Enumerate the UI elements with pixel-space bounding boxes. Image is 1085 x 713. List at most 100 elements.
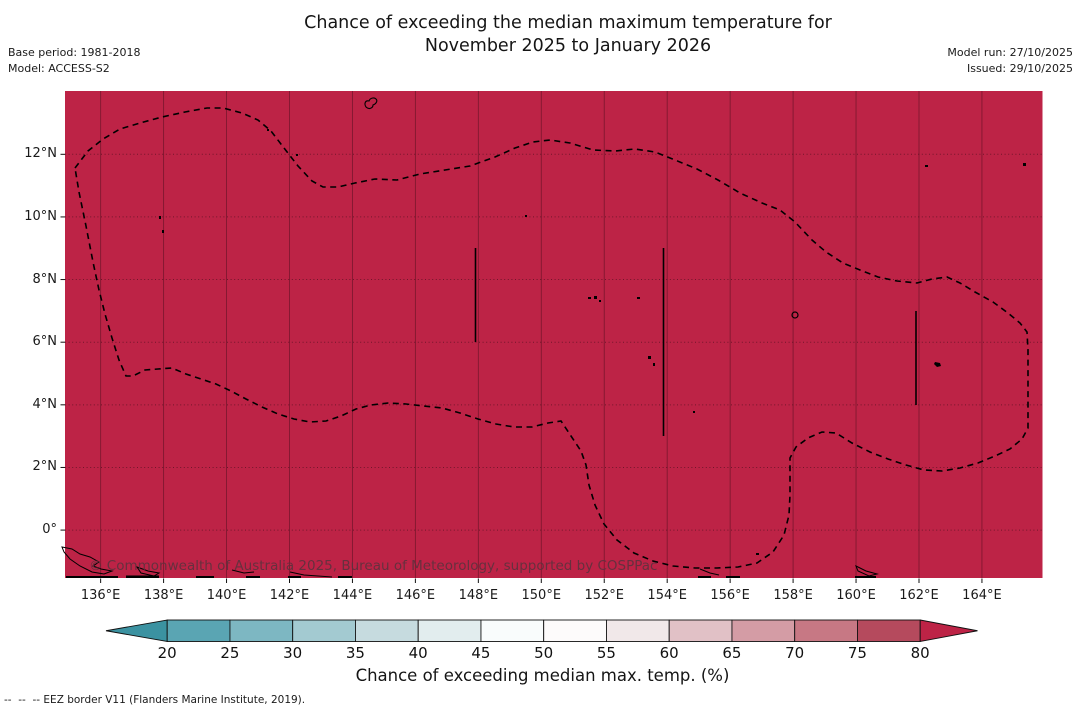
y-tick-label: 10°N xyxy=(24,208,57,224)
island-outline-pohnpei xyxy=(791,311,799,319)
x-tick-label: 142°E xyxy=(269,588,310,603)
colorbar-tick-label: 35 xyxy=(345,644,365,662)
island-mark xyxy=(756,553,759,555)
colorbar-tick-label: 45 xyxy=(471,644,491,662)
colorbar-segment xyxy=(731,619,796,642)
colorbar-segment xyxy=(292,619,356,642)
island-mark xyxy=(637,297,640,299)
colorbar-tick-label: 80 xyxy=(910,644,930,662)
coastline-edge-strip xyxy=(246,576,260,578)
y-tick-label: 4°N xyxy=(32,396,58,412)
y-tick-label: 6°N xyxy=(32,334,58,350)
island-mark xyxy=(1023,163,1026,166)
coastline-edge-strip xyxy=(726,576,740,578)
eez-footnote: -- -- -- EEZ border V11 (Flanders Marine… xyxy=(4,694,306,706)
colorbar-segment xyxy=(480,619,545,642)
island-mark xyxy=(525,215,527,217)
x-tick-label: 138°E xyxy=(143,588,184,603)
eez-border-dashed xyxy=(74,107,1029,569)
colorbar-segment xyxy=(606,619,670,642)
colorbar-tick-label: 60 xyxy=(659,644,679,662)
base-period-label: Base period: 1981-2018 xyxy=(8,46,141,59)
coastline-edge-strip xyxy=(698,576,711,578)
y-tick-label: 12°N xyxy=(24,146,57,162)
x-tick-label: 144°E xyxy=(332,588,373,603)
x-tick-label: 150°E xyxy=(521,588,562,603)
colorbar-segment xyxy=(543,619,607,642)
y-tick-label: 8°N xyxy=(32,271,58,287)
colorbar-segment xyxy=(857,619,921,642)
colorbar xyxy=(105,619,978,643)
x-tick-label: 162°E xyxy=(899,588,939,603)
issued-label: Issued: 29/10/2025 xyxy=(966,61,1073,75)
map-figure: © Commonwealth of Australia 2025, Bureau… xyxy=(60,91,1043,583)
colorbar-tick-label: 50 xyxy=(534,644,554,662)
colorbar-tick-label: 65 xyxy=(722,644,742,662)
island-outline-guam xyxy=(364,97,378,110)
coastline-edge-strip xyxy=(66,576,118,578)
x-tick-label: 160°E xyxy=(836,588,876,603)
x-tick-label: 152°E xyxy=(584,588,624,603)
island-mark xyxy=(925,165,928,167)
island-mark xyxy=(648,356,651,359)
model-label: Model: ACCESS-S2 xyxy=(8,61,110,75)
coastline-edge-strip xyxy=(855,576,876,578)
x-tick-label: 164°E xyxy=(962,588,1002,603)
title-line-1: Chance of exceeding the median maximum t… xyxy=(304,13,832,33)
colorbar-over-arrow xyxy=(919,619,978,643)
model-run-label: Model run: 27/10/2025 xyxy=(947,46,1073,59)
colorbar-caption: Chance of exceeding median max. temp. (%… xyxy=(355,666,730,685)
x-tick-label: 146°E xyxy=(395,588,436,603)
x-tick-label: 154°E xyxy=(647,588,687,603)
colorbar-segment xyxy=(355,619,419,642)
map-region xyxy=(65,91,1043,578)
colorbar-tick-label: 70 xyxy=(785,644,805,662)
map-features xyxy=(61,97,1029,578)
x-tick-label: 148°E xyxy=(458,588,499,603)
colorbar-tick-label: 55 xyxy=(596,644,616,662)
colorbar-tick-label: 25 xyxy=(220,644,240,662)
coastline-edge-strip xyxy=(338,576,352,578)
colorbar-tick-label: 20 xyxy=(157,644,177,662)
island-mark xyxy=(594,296,597,299)
colorbar-tick-label: 40 xyxy=(408,644,428,662)
colorbar-tick-label: 75 xyxy=(847,644,867,662)
x-tick-label: 140°E xyxy=(206,588,247,603)
colorbar-segment xyxy=(417,619,482,642)
y-tick-label: 2°N xyxy=(32,459,58,475)
island-mark xyxy=(267,129,269,131)
axis-tick-marks xyxy=(60,153,983,583)
x-tick-label: 136°E xyxy=(80,588,121,603)
x-tick-label: 156°E xyxy=(710,588,750,603)
island-mark xyxy=(162,230,164,233)
coastline-outline xyxy=(135,566,161,577)
coastline-outline xyxy=(289,571,333,578)
meta-left: Base period: 1981-2018 Model: ACCESS-S2 xyxy=(8,45,140,76)
x-tick-label: 158°E xyxy=(773,588,813,603)
coastline-outline xyxy=(231,569,255,574)
island-mark xyxy=(296,154,298,156)
colorbar-under-arrow xyxy=(105,619,168,643)
coastline-outline xyxy=(855,564,879,577)
colorbar-segment xyxy=(668,619,733,642)
colorbar-tick-label: 30 xyxy=(283,644,303,662)
island-mark xyxy=(653,363,655,366)
y-tick-label: 0° xyxy=(42,522,57,538)
island-mark xyxy=(588,297,591,299)
coastline-edge-strip xyxy=(126,575,159,578)
colorbar-segment xyxy=(794,619,858,642)
coastline-outline xyxy=(61,546,114,575)
island-mark xyxy=(693,411,695,413)
map-watermark: © Commonwealth of Australia 2025, Bureau… xyxy=(89,558,657,574)
coastline-edge-strip xyxy=(288,576,301,578)
island-mark xyxy=(599,300,601,302)
island-mark xyxy=(159,216,161,219)
title-line-2: November 2025 to January 2026 xyxy=(424,36,712,56)
page-title: Chance of exceeding the median maximum t… xyxy=(304,12,832,58)
map-gridlines xyxy=(65,91,1043,578)
colorbar-segment xyxy=(229,619,294,642)
coastline-edge-strip xyxy=(196,576,214,578)
colorbar-segment xyxy=(166,619,231,642)
island-mark-kosrae xyxy=(934,362,941,367)
